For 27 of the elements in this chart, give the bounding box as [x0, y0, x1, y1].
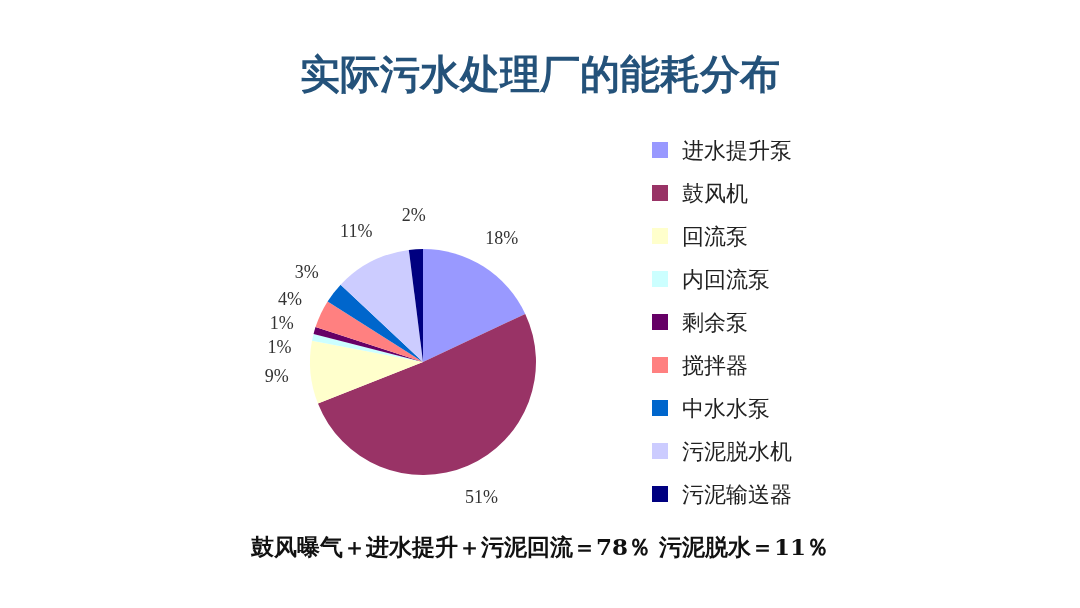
pie-slice [310, 340, 423, 404]
data-label: 3% [294, 261, 319, 282]
legend-label: 回流泵 [682, 224, 748, 249]
data-label: 11% [340, 221, 373, 242]
data-label: 9% [264, 365, 289, 386]
pie-slice [317, 313, 536, 475]
data-label: 1% [267, 337, 292, 358]
chart-title: 实际污水处理厂的能耗分布 [300, 51, 780, 97]
legend-label: 污泥脱水机 [682, 439, 792, 464]
pie-slice [327, 284, 423, 362]
pie-slice [340, 249, 423, 362]
legend-label: 剩余泵 [682, 310, 748, 335]
legend-label: 进水提升泵 [682, 138, 792, 163]
data-label: 18% [485, 227, 519, 248]
legend-label: 中水水泵 [682, 396, 770, 421]
legend-label: 内回流泵 [682, 267, 770, 292]
text: 鼓风曝气＋进水提升＋污泥回流＝78％ 污泥脱水＝11％ [249, 533, 830, 560]
pie-slice [423, 249, 526, 362]
pie-slice [315, 301, 423, 362]
data-label: 1% [269, 313, 294, 334]
legend-label: 搅拌器 [682, 353, 748, 378]
data-label: 51% [464, 486, 498, 507]
legend-label: 鼓风机 [682, 181, 748, 206]
data-label: 4% [277, 289, 302, 310]
legend-label: 污泥输送器 [682, 482, 792, 507]
data-label: 2% [401, 205, 426, 226]
pie-slice [312, 333, 423, 362]
